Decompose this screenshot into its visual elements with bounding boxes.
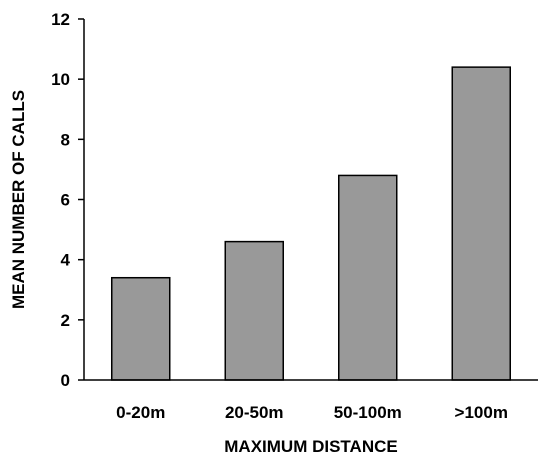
x-tick-label: 0-20m: [116, 403, 165, 422]
bar-0: [111, 276, 171, 381]
bar-3: [451, 66, 511, 381]
bar-1: [224, 240, 284, 381]
x-tick-label: >100m: [455, 403, 508, 422]
bar-2: [338, 174, 398, 381]
y-axis-ticks: 0 2 4 6 8 10 12: [51, 10, 84, 390]
y-tick-label: 8: [61, 130, 70, 149]
y-tick-label: 4: [61, 251, 71, 270]
y-tick-label: 6: [61, 191, 70, 210]
x-axis-ticks: 0-20m 20-50m 50-100m >100m: [116, 403, 508, 422]
bars-group: [111, 66, 511, 381]
x-tick-label: 20-50m: [225, 403, 284, 422]
y-tick-label: 2: [61, 311, 70, 330]
y-axis-title: MEAN NUMBER OF CALLS: [9, 90, 28, 309]
x-axis-title: MAXIMUM DISTANCE: [224, 437, 397, 456]
x-tick-label: 50-100m: [334, 403, 402, 422]
y-tick-label: 10: [51, 70, 70, 89]
y-tick-label: 12: [51, 10, 70, 29]
y-tick-label: 0: [61, 371, 70, 390]
